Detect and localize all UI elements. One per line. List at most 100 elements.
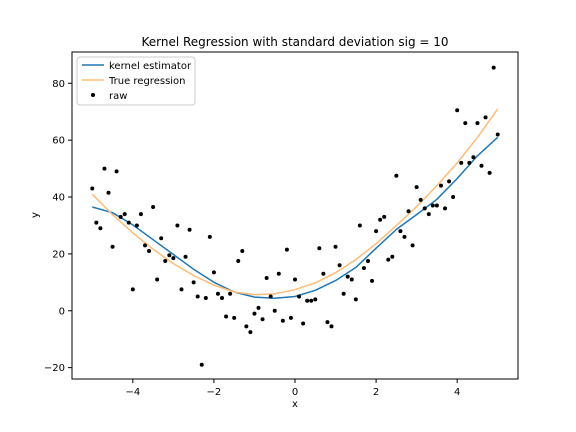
raw-point [199,362,204,367]
raw-point [171,256,176,261]
raw-points [90,65,500,367]
raw-point [305,298,310,303]
raw-point [333,244,338,249]
raw-point [293,277,297,282]
y-axis-label: y [30,212,41,218]
raw-point [390,254,395,259]
raw-point [337,263,342,268]
legend-label-true-regression: True regression [108,76,186,87]
raw-point [317,246,322,251]
raw-point [224,314,229,319]
legend-label-raw: raw [109,91,127,102]
raw-point [430,203,435,208]
raw-point [220,295,225,300]
raw-point [378,217,383,222]
raw-point [118,214,123,219]
raw-point [459,160,464,165]
raw-point [163,258,168,263]
x-tick-label: 0 [292,387,298,398]
raw-point [260,317,265,322]
raw-point [248,330,253,335]
raw-point [394,173,399,178]
raw-point [147,249,152,254]
raw-point [301,321,306,326]
raw-point [155,277,160,282]
raw-point [467,160,472,165]
series-lines [91,108,499,299]
raw-point [167,253,172,258]
x-tick-label: −2 [207,387,222,398]
raw-point [414,185,419,190]
raw-point [491,65,496,70]
raw-point [297,294,302,299]
raw-point [426,212,431,217]
y-tick-label: 80 [52,79,65,90]
raw-point [195,294,200,299]
raw-point [455,108,460,113]
kernel-estimator-line [92,136,499,299]
raw-point [402,234,407,239]
raw-point [451,195,456,200]
raw-point [175,223,180,228]
raw-point [370,278,375,283]
raw-point [268,294,273,299]
raw-point [479,163,484,168]
raw-point [203,295,208,300]
raw-point [374,229,379,234]
raw-point [114,169,119,174]
raw-point [443,206,448,211]
raw-point [211,270,216,275]
raw-point [313,297,318,302]
raw-point [130,287,135,292]
raw-point [398,229,403,234]
y-tick-label: −20 [44,363,65,374]
raw-point [236,258,241,263]
raw-point [244,324,249,329]
legend: kernel estimator True regression raw [76,56,196,106]
x-axis-label: x [292,399,298,410]
raw-point [361,266,366,271]
raw-point [280,318,285,323]
true-regression-line [91,108,499,296]
raw-point [382,214,387,219]
y-tick-label: 40 [52,193,65,204]
raw-point [94,220,99,225]
raw-point [495,132,500,137]
raw-point [240,249,245,254]
raw-point [386,257,391,262]
raw-point [102,166,107,171]
raw-point [187,227,192,232]
raw-point [142,243,147,248]
y-tick-label: 0 [59,306,65,317]
raw-point [410,243,415,248]
raw-point [207,234,212,239]
x-tick-label: 2 [373,387,379,398]
raw-point [345,274,350,279]
x-axis: −4 −2 0 2 4 [125,379,460,398]
raw-point [179,287,184,292]
raw-point [151,204,156,209]
raw-point [463,121,468,126]
raw-point [228,291,233,296]
raw-point [357,223,362,228]
raw-point [183,254,188,259]
raw-point [365,258,370,263]
raw-point [215,291,220,296]
raw-point [110,244,115,249]
raw-point [434,203,439,208]
raw-point [321,271,326,276]
raw-point [90,186,95,191]
raw-point [252,311,257,316]
raw-point [418,197,423,202]
y-tick-label: 60 [52,136,65,147]
legend-label-kernel-estimator: kernel estimator [109,61,192,72]
raw-point [349,277,354,282]
raw-point [126,220,131,225]
raw-point [353,297,358,302]
raw-point [475,121,480,126]
chart-title: Kernel Regression with standard deviatio… [141,35,448,49]
raw-point [134,223,139,228]
raw-point [438,183,443,188]
